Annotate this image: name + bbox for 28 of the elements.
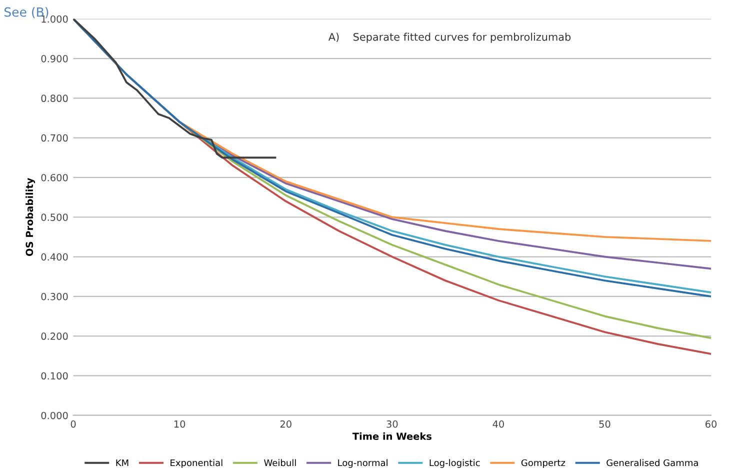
y-tick-label: 0.700 — [41, 134, 68, 142]
x-tick-label: 0 — [70, 420, 76, 428]
x-axis-title: Time in Weeks — [352, 432, 432, 440]
legend-label: Gompertz — [521, 459, 566, 468]
y-tick-label: 0.800 — [41, 94, 68, 102]
x-tick-label: 20 — [280, 420, 292, 428]
x-tick-label: 10 — [174, 420, 186, 428]
legend-label: Weibull — [264, 459, 296, 466]
y-tick-label: 0.200 — [41, 332, 68, 340]
legend-label: Generalised Gamma — [606, 459, 698, 466]
legend-label: Exponential — [170, 459, 222, 468]
y-tick-label: 0.100 — [41, 372, 68, 380]
text: A) Separate fitted curves for pembrolizumab — [328, 32, 571, 43]
y-tick-label: 0.500 — [41, 214, 68, 221]
legend-label: Log-logistic — [430, 459, 480, 468]
x-tick-label: 30 — [386, 420, 398, 428]
y-tick-label: 0.300 — [41, 292, 68, 300]
x-tick-label: 60 — [706, 420, 717, 428]
y-tick-label: 0.000 — [41, 412, 68, 420]
y-tick-label: 0.400 — [41, 253, 68, 261]
x-tick-label: 50 — [599, 420, 610, 428]
y-tick-label: 0.900 — [41, 55, 68, 62]
y-tick-label: 0.600 — [41, 174, 68, 182]
legend-label: Log-normal — [338, 459, 388, 468]
x-tick-label: 40 — [492, 420, 504, 428]
line-series — [73, 18, 276, 159]
y-axis-title: OS Probability — [26, 178, 36, 256]
legend-label: KM — [116, 459, 128, 466]
